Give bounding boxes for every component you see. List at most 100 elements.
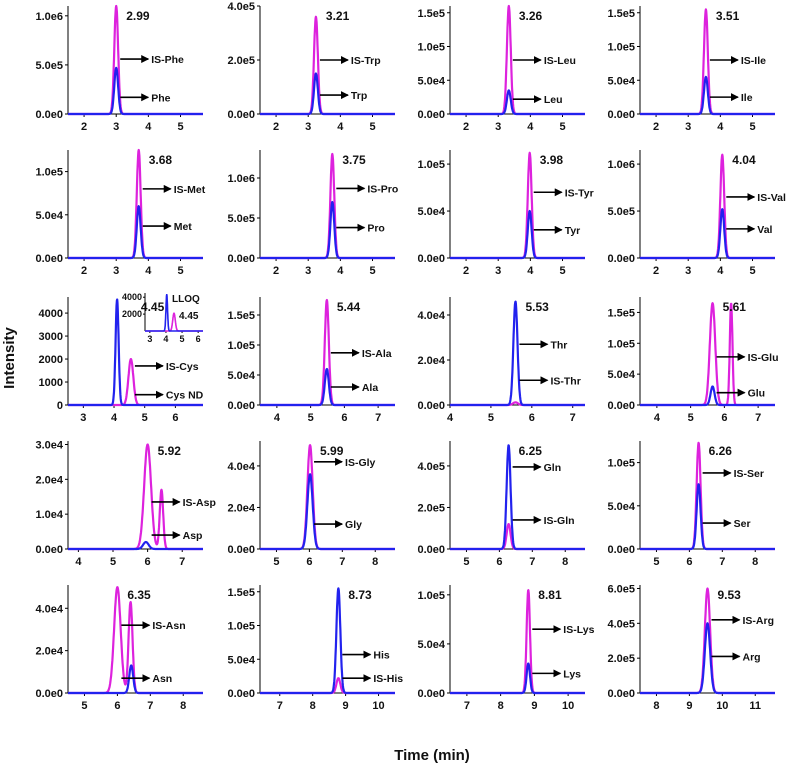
chromatogram-panel: 0 1000 2000 3000 4000 3 4 5 6 4.45 IS-Cys Cys ND 200… <box>39 292 204 424</box>
internal-standard-trace <box>639 587 776 695</box>
x-tick-label: 5 <box>177 121 183 133</box>
x-tick-label: 7 <box>339 556 345 568</box>
peak-annotation-label: IS-Asn <box>152 620 185 632</box>
retention-time-label: 3.51 <box>716 9 740 23</box>
y-tick-label: 1.5e5 <box>227 587 255 599</box>
x-tick-label: 6 <box>686 556 692 568</box>
peak-annotation-label: Ile <box>741 92 753 104</box>
y-tick-label: 3.0e4 <box>35 439 63 451</box>
x-tick-label: 5 <box>142 412 148 424</box>
peak-annotation-label: IS-Arg <box>743 615 775 627</box>
x-tick-label: 6 <box>172 412 178 424</box>
chromatogram-panel: 0.0e0 5.0e4 1.0e5 7 8 9 10 8.81 IS-Lys Lys <box>417 585 595 712</box>
x-tick-label: 4 <box>717 265 724 277</box>
inset-y-tick-label: 4000 <box>122 292 142 302</box>
y-tick-label: 5.0e4 <box>227 370 255 382</box>
internal-standard-trace <box>449 151 586 260</box>
y-tick-label: 0.0e0 <box>417 400 445 412</box>
y-tick-label: 4.0e4 <box>35 603 63 615</box>
peak-annotation-label: Thr <box>550 339 567 351</box>
retention-time-label: 6.26 <box>709 444 733 458</box>
inset-x-tick-label: 6 <box>196 334 201 344</box>
analyte-trace <box>639 385 776 407</box>
analyte-trace <box>449 89 586 116</box>
x-tick-label: 8 <box>180 700 186 712</box>
x-tick-label: 5 <box>688 412 694 424</box>
retention-time-label: 5.99 <box>320 444 344 458</box>
peak-annotation-label: IS-Ile <box>741 55 766 67</box>
x-tick-label: 7 <box>179 556 185 568</box>
y-tick-label: 0.0e0 <box>227 688 255 700</box>
analyte-trace <box>639 208 776 260</box>
y-tick-label: 5.0e5 <box>607 206 635 218</box>
x-tick-label: 8 <box>310 700 316 712</box>
x-tick-label: 5 <box>653 556 659 568</box>
peak-annotation-label: IS-Glu <box>748 352 779 364</box>
y-tick-label: 0.0e0 <box>417 109 445 121</box>
x-axis-title: Time (min) <box>394 747 470 764</box>
analyte-trace <box>67 298 204 407</box>
peak-annotation-label: Glu <box>748 388 766 400</box>
y-tick-label: 1.0e5 <box>417 42 445 54</box>
x-tick-label: 9 <box>343 700 349 712</box>
y-tick-label: 1.0e6 <box>607 159 635 171</box>
x-tick-label: 4 <box>75 556 82 568</box>
peak-annotation-label: Ser <box>734 518 751 530</box>
y-tick-label: 1.0e5 <box>227 621 255 633</box>
peak-annotation-label: IS-Met <box>174 184 206 196</box>
y-tick-label: 1.0e5 <box>227 340 255 352</box>
x-tick-label: 3 <box>495 265 501 277</box>
peak-annotation-label: IS-Gly <box>345 457 376 469</box>
x-tick-label: 2 <box>81 121 87 133</box>
peak-annotation-label: IS-Leu <box>544 55 576 67</box>
y-tick-label: 0.0e0 <box>227 544 255 556</box>
inset-title: LLOQ <box>172 294 200 305</box>
x-tick-label: 2 <box>653 121 659 133</box>
x-tick-label: 7 <box>277 700 283 712</box>
y-tick-label: 2.0e4 <box>227 502 255 514</box>
analyte-trace <box>639 483 776 551</box>
x-tick-label: 4 <box>654 412 661 424</box>
x-tick-label: 7 <box>570 412 576 424</box>
chromatogram-panel: 0.0e0 1.0e4 2.0e4 3.0e4 4 5 6 7 5.92 IS-Asp Asp <box>35 439 215 568</box>
x-tick-label: 3 <box>305 265 311 277</box>
x-tick-label: 11 <box>749 700 761 712</box>
retention-time-label: 9.53 <box>718 588 742 602</box>
y-tick-label: 5.0e4 <box>417 639 445 651</box>
inset-x-tick-label: 3 <box>147 334 152 344</box>
x-tick-label: 6 <box>529 412 535 424</box>
x-tick-label: 8 <box>562 556 568 568</box>
x-tick-label: 4 <box>111 412 118 424</box>
x-tick-label: 3 <box>685 121 691 133</box>
x-tick-label: 6 <box>341 412 347 424</box>
analyte-trace <box>259 587 396 695</box>
y-tick-label: 0.0e0 <box>417 253 445 265</box>
retention-time-label: 3.68 <box>149 153 173 167</box>
y-tick-label: 5.0e4 <box>607 75 635 87</box>
chromatogram-panel: 0.0e0 5.0e4 1.0e5 2 3 4 5 3.68 IS-Met Met <box>35 148 206 277</box>
y-tick-label: 1000 <box>39 377 63 389</box>
x-tick-label: 7 <box>755 412 761 424</box>
retention-time-label: 4.04 <box>732 153 756 167</box>
x-tick-label: 4 <box>717 121 724 133</box>
analyte-trace <box>259 367 396 407</box>
peak-annotation-label: Met <box>174 221 193 233</box>
y-tick-label: 0.0e0 <box>35 688 63 700</box>
x-tick-label: 5 <box>559 265 565 277</box>
y-tick-label: 5.0e5 <box>35 60 63 72</box>
analyte-trace <box>67 540 204 551</box>
peak-annotation-label: IS-Thr <box>550 375 580 387</box>
x-tick-label: 8 <box>653 700 659 712</box>
internal-standard-trace <box>639 153 776 260</box>
peak-annotation-label: IS-Val <box>757 192 786 204</box>
x-tick-label: 8 <box>498 700 504 712</box>
retention-time-label: 2.99 <box>126 9 150 23</box>
y-tick-label: 1.5e5 <box>607 8 635 20</box>
retention-time-label: 8.81 <box>538 588 562 602</box>
chromatogram-panel: 0.0e0 5.0e4 1.0e5 1.5e5 2 3 4 5 3.26 IS-Leu Leu <box>417 4 586 133</box>
y-tick-label: 2.0e5 <box>607 653 635 665</box>
x-tick-label: 10 <box>716 700 728 712</box>
